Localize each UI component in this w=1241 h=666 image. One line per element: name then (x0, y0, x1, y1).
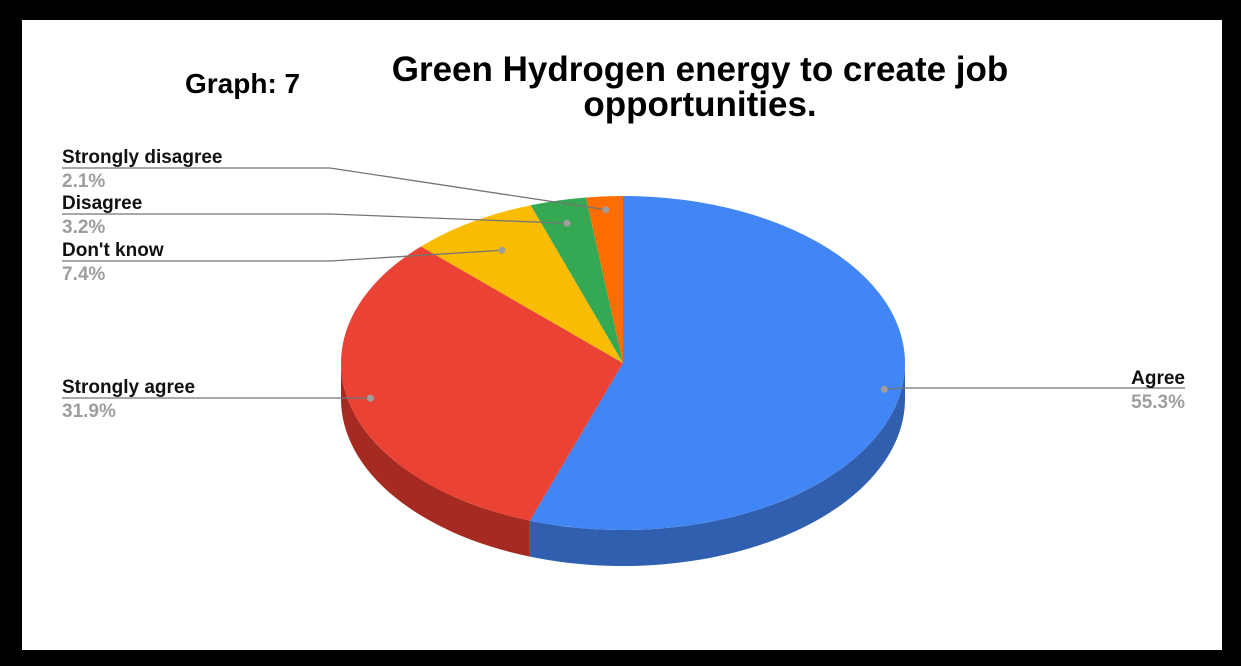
slice-label-don-t-know: Don't know (62, 240, 164, 261)
pie-slice-strongly-agree[interactable] (340, 246, 623, 521)
slice-value-disagree: 3.2% (62, 217, 105, 238)
graph-number-label: Graph: 7 (185, 68, 301, 99)
pie-side-walls (341, 363, 905, 566)
chart-title-line-1: Green Hydrogen energy to create job (391, 50, 1009, 89)
slice-label-agree: Agree (1131, 368, 1185, 389)
chart-title-line-2: opportunities. (583, 85, 817, 124)
slice-value-strongly-disagree: 2.1% (62, 171, 105, 192)
slice-value-agree: 55.3% (1131, 392, 1185, 413)
leader-dot-agree (880, 385, 888, 393)
pie-slice-disagree[interactable] (530, 197, 623, 363)
slice-label-strongly-disagree: Strongly disagree (62, 147, 223, 168)
leader-line-don-t-know (62, 249, 503, 262)
pie-slice-agree[interactable] (529, 196, 905, 530)
leader-dot-strongly-disagree (602, 206, 610, 214)
leader-dot-don-t-know (498, 246, 506, 254)
leader-dot-strongly-agree (366, 394, 374, 402)
slice-value-strongly-agree: 31.9% (62, 401, 116, 422)
pie-slice-strongly-disagree[interactable] (585, 196, 623, 363)
slice-value-don-t-know: 7.4% (62, 264, 105, 285)
pie-slices (340, 196, 905, 530)
leader-line-strongly-disagree (62, 167, 606, 211)
pie-side-strongly-agree (341, 363, 530, 557)
pie-labels: Agree 55.3% Strongly agree 31.9% Don't know 7… (62, 147, 1185, 422)
pie-slice-don-t-know[interactable] (420, 205, 623, 363)
chart-title: Green Hydrogen energy to create job oppo… (320, 52, 1080, 122)
pie-side-agree (529, 363, 905, 566)
leader-line-disagree (62, 213, 568, 224)
leader-line-agree (884, 387, 1185, 390)
leader-dot-disagree (563, 219, 571, 227)
slice-label-strongly-agree: Strongly agree (62, 377, 195, 398)
slice-label-disagree: Disagree (62, 193, 142, 214)
